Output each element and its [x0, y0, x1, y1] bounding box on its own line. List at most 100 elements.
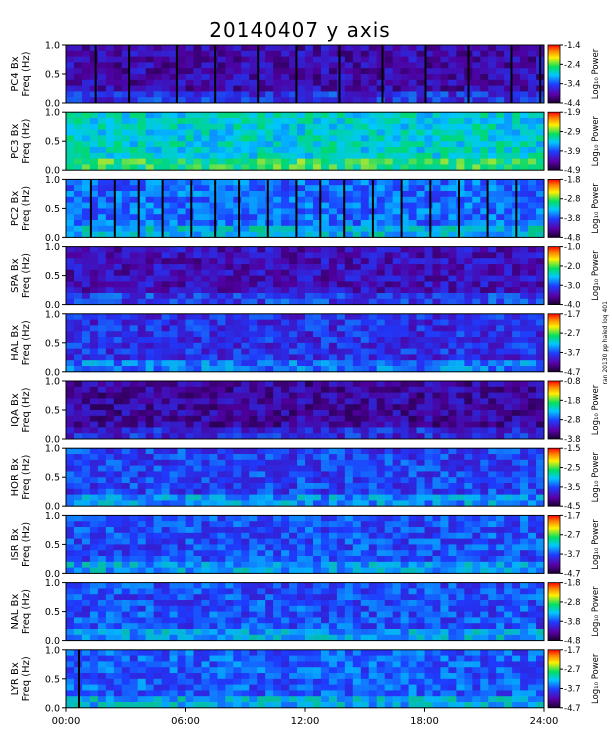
x-tick-label: 00:00 — [52, 716, 81, 727]
y-tick-label: 1.0 — [45, 645, 60, 656]
y-tick-label: 1.0 — [45, 377, 60, 388]
colorbar: -1.7 -2.7 -3.7 -4.7 Log₁₀ Power — [547, 646, 601, 714]
x-tick-label: 24:00 — [530, 716, 559, 727]
panel-hor: 0.0 0.5 1.0 HOR Bx Freq (Hz) -1.5 -2.5 -3.5 -4.5… — [10, 444, 601, 513]
colorbar-label: Log₁₀ Power — [591, 48, 601, 99]
colorbar-tick-label: -1.8 — [564, 175, 581, 185]
y-axis-label: IQA Bx — [10, 393, 21, 427]
y-tick-label: 0.0 — [45, 703, 60, 714]
y-axis-label: Freq (Hz) — [21, 51, 32, 96]
colorbar-tick-label: -1.9 — [564, 108, 581, 118]
colorbar-label: Log₁₀ Power — [591, 519, 601, 570]
colorbar-tick-label: -2.7 — [564, 665, 581, 675]
colorbar-tick-label: -0.8 — [564, 377, 581, 387]
y-tick-label: 0.0 — [45, 502, 60, 513]
y-axis-label: PC4 Bx — [10, 56, 21, 91]
colorbar-tick-label: -2.0 — [564, 262, 581, 272]
y-tick-label: 1.0 — [45, 578, 60, 589]
y-tick-label: 0.5 — [45, 473, 60, 484]
y-tick-label: 0.0 — [45, 166, 60, 177]
y-tick-label: 1.0 — [45, 41, 60, 52]
colorbar-tick-label: -4.7 — [564, 569, 581, 579]
colorbar-tick-label: -4.8 — [564, 233, 581, 243]
colorbar-tick-label: -3.8 — [564, 214, 581, 224]
y-axis-label: Freq (Hz) — [21, 455, 32, 500]
colorbar: -1.7 -2.7 -3.7 -4.7 ran 20130 pp haled loq 4… — [547, 301, 609, 385]
y-axis-label: Freq (Hz) — [21, 253, 32, 298]
y-axis-label: Freq (Hz) — [21, 522, 32, 567]
colorbar-label: Log₁₀ Power — [591, 586, 601, 637]
y-tick-label: 0.5 — [45, 204, 60, 215]
colorbar-tick-label: -4.4 — [564, 99, 581, 109]
y-tick-label: 0.0 — [45, 300, 60, 311]
panel-iqa: 0.0 0.5 1.0 IQA Bx Freq (Hz) -0.8 -1.8 -2.8 -3.8… — [10, 377, 601, 446]
y-axis-label: HAL Bx — [10, 325, 21, 361]
heatmap — [66, 313, 545, 373]
colorbar-tick-label: -2.9 — [564, 128, 581, 138]
colorbar-label: Log₁₀ Power — [591, 653, 601, 704]
colorbar-tick-label: -3.5 — [564, 483, 581, 493]
colorbar-tick-label: -1.0 — [564, 243, 581, 253]
colorbar-tick-label: -2.4 — [564, 60, 581, 70]
y-tick-label: 1.0 — [45, 242, 60, 253]
y-tick-label: 1.0 — [45, 175, 60, 186]
heatmap — [66, 448, 545, 507]
panel-pc3: 0.0 0.5 1.0 PC3 Bx Freq (Hz) -1.9 -2.9 -3.9 -4.9… — [10, 108, 601, 177]
heatmap — [66, 515, 545, 574]
colorbar-tick-label: -1.8 — [564, 579, 581, 589]
x-tick-label: 12:00 — [291, 716, 320, 727]
colorbar: -1.4 -2.4 -3.4 -4.4 Log₁₀ Power — [547, 41, 601, 109]
y-axis-label: HOR Bx — [10, 458, 21, 496]
x-tick-label: 18:00 — [410, 716, 439, 727]
colorbar: -1.8 -2.8 -3.8 -4.8 Log₁₀ Power — [547, 175, 601, 243]
panel-isr: 0.0 0.5 1.0 ISR Bx Freq (Hz) -1.7 -2.7 -3.7 -4.7… — [10, 511, 601, 580]
y-axis-label: Freq (Hz) — [21, 656, 32, 701]
colorbar-tick-label: -3.8 — [564, 435, 581, 445]
colorbar-tick-label: -1.7 — [564, 511, 581, 521]
y-tick-label: 1.0 — [45, 108, 60, 119]
colorbar-tick-label: -3.4 — [564, 80, 581, 90]
y-axis-label: Freq (Hz) — [21, 186, 32, 231]
y-tick-label: 0.5 — [45, 540, 60, 551]
colorbar-tick-label: -3.8 — [564, 617, 581, 627]
y-tick-label: 0.5 — [45, 674, 60, 685]
page-title: 20140407 y axis — [209, 18, 391, 42]
colorbar-tick-label: -1.7 — [564, 646, 581, 656]
y-tick-label: 0.0 — [45, 569, 60, 580]
colorbar-tick-label: -2.5 — [564, 464, 581, 474]
colorbar-tick-label: -3.9 — [564, 147, 581, 157]
y-tick-label: 0.0 — [45, 435, 60, 446]
panel-pc2: 0.0 0.5 1.0 PC2 Bx Freq (Hz) -1.8 -2.8 -3.8 -4.8… — [10, 175, 601, 244]
colorbar-tick-label: -3.0 — [564, 281, 581, 291]
y-axis-label: NAL Bx — [10, 594, 21, 630]
colorbar-label: Log₁₀ Power — [591, 183, 601, 234]
y-tick-label: 0.0 — [45, 233, 60, 244]
y-tick-label: 0.0 — [45, 367, 60, 378]
y-axis-label: LYR Bx — [10, 662, 21, 695]
colorbar-tick-label: -3.7 — [564, 684, 581, 694]
colorbar-tick-label: -4.9 — [564, 166, 581, 176]
y-tick-label: 0.5 — [45, 406, 60, 417]
y-tick-label: 0.5 — [45, 271, 60, 282]
colorbar-tick-label: -4.5 — [564, 502, 581, 512]
colorbar-label: Log₁₀ Power — [591, 451, 601, 502]
colorbar-tick-label: -2.8 — [564, 195, 581, 205]
panel-pc4: 0.0 0.5 1.0 PC4 Bx Freq (Hz) -1.4 -2.4 -3.4 -4.4… — [10, 41, 601, 110]
y-tick-label: 1.0 — [45, 511, 60, 522]
colorbar-tick-label: -1.4 — [564, 41, 581, 51]
colorbar: -1.7 -2.7 -3.7 -4.7 Log₁₀ Power — [547, 511, 601, 579]
colorbar-tick-label: -1.8 — [564, 396, 581, 406]
colorbar-tick-label: -1.7 — [564, 310, 581, 320]
y-tick-label: 0.5 — [45, 137, 60, 148]
y-axis-label: Freq (Hz) — [21, 119, 32, 164]
colorbar-note: ran 20130 pp haled loq 401 — [602, 301, 609, 385]
y-tick-label: 0.0 — [45, 636, 60, 647]
panel-nal: 0.0 0.5 1.0 NAL Bx Freq (Hz) -1.8 -2.8 -3.8 -4.8… — [10, 578, 601, 647]
y-axis-label: PC2 Bx — [10, 191, 21, 226]
colorbar-tick-label: -4.7 — [564, 368, 581, 378]
colorbar-tick-label: -2.7 — [564, 329, 581, 339]
heatmap — [66, 179, 545, 238]
colorbar-label: Log₁₀ Power — [591, 115, 601, 166]
y-axis-label: SPA Bx — [10, 258, 21, 293]
